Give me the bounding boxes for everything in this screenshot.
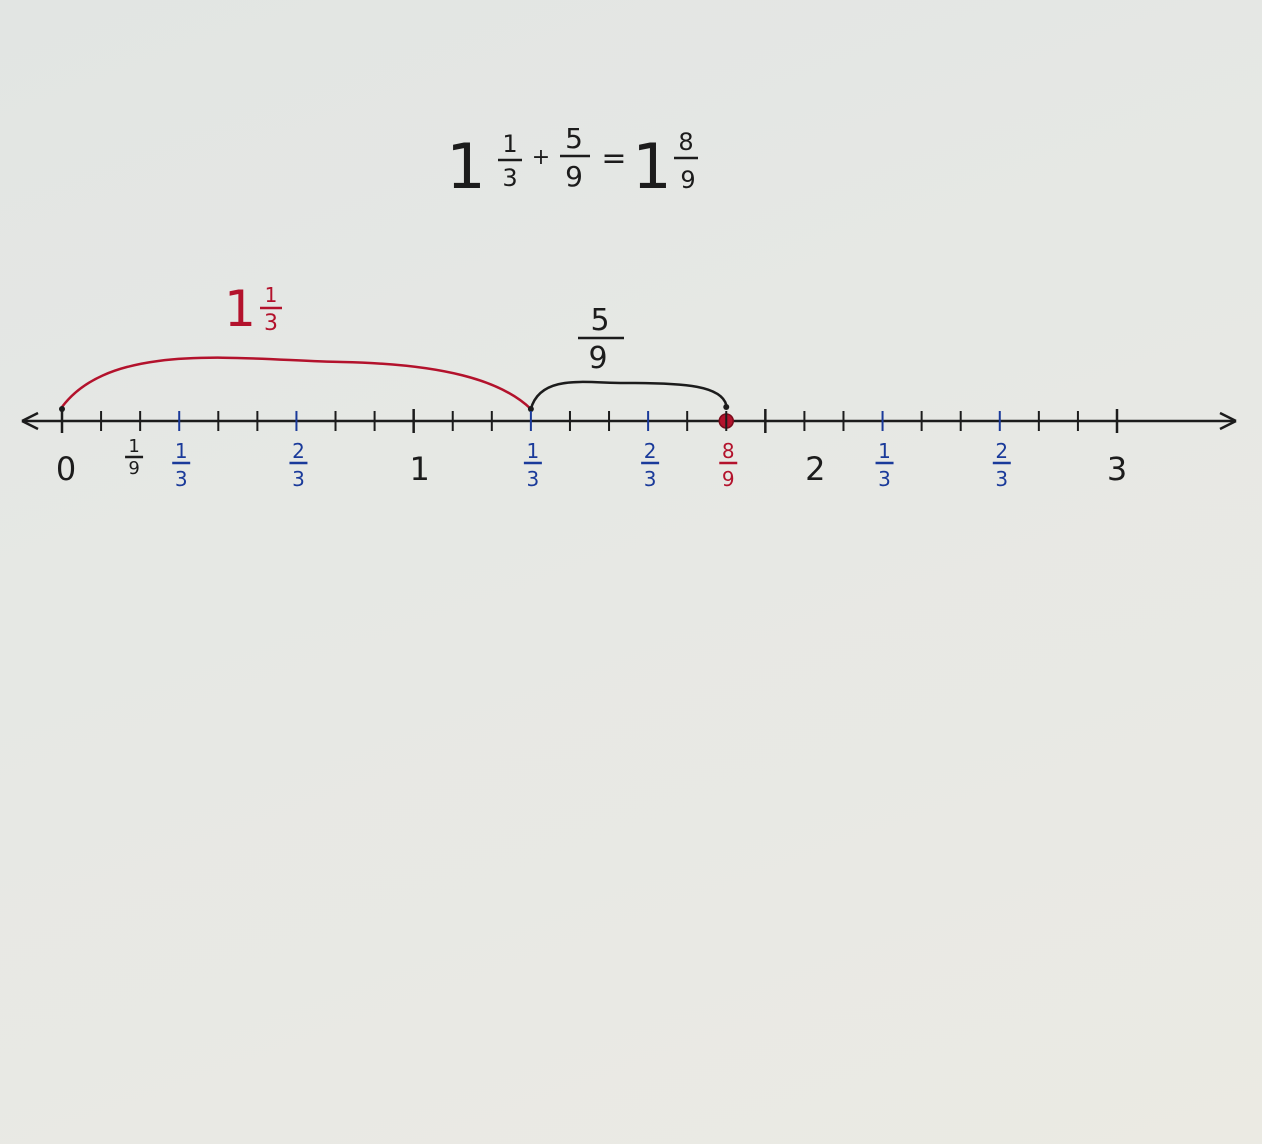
label-1-1-3: 13 — [523, 439, 542, 491]
label-0-text: 0 — [56, 450, 76, 488]
eq-c-num: 8 — [678, 128, 693, 156]
label-3: 3 — [1107, 450, 1127, 488]
eq-a-den: 3 — [502, 164, 517, 192]
eq-c-whole: 1 — [632, 130, 671, 203]
second-jump-den: 9 — [588, 341, 607, 376]
label-2-3-den: 3 — [292, 467, 305, 491]
label-3-text: 3 — [1107, 450, 1127, 488]
label-2: 2 — [805, 450, 825, 488]
label-2-text: 2 — [805, 450, 825, 488]
second-jump-arc — [529, 380, 728, 410]
label-1: 1 — [409, 450, 429, 488]
label-1-9: 19 — [125, 436, 144, 479]
label-1-2-3-den: 3 — [644, 467, 657, 491]
left-arrow-icon — [21, 411, 39, 431]
label-1-1-3-den: 3 — [527, 467, 540, 491]
label-1-8-9-num: 8 — [722, 439, 735, 463]
label-1-9-den: 9 — [128, 458, 139, 479]
right-arrow-icon — [1219, 411, 1237, 431]
result-dot — [723, 404, 730, 410]
eq-b-den: 9 — [565, 160, 583, 193]
eq-equals: = — [601, 141, 626, 176]
eq-b-num: 5 — [565, 122, 583, 155]
label-1-3-num: 1 — [175, 439, 188, 463]
label-2-2-3-den: 3 — [995, 467, 1008, 491]
first-jump-whole: 1 — [224, 280, 256, 338]
first-jump-label: 1 1 3 — [224, 280, 282, 338]
label-1-3: 13 — [172, 439, 191, 491]
label-2-2-3: 23 — [992, 439, 1011, 491]
first-jump-num: 1 — [265, 283, 278, 307]
first-jump-arc — [60, 356, 532, 410]
label-1-text: 1 — [409, 450, 429, 488]
label-2-3-num: 2 — [292, 439, 305, 463]
label-1-1-3-num: 1 — [527, 439, 540, 463]
eq-c-den: 9 — [680, 166, 695, 194]
label-2-1-3-num: 1 — [878, 439, 891, 463]
number-line-axis — [21, 411, 1237, 431]
label-1-8-9-den: 9 — [722, 467, 735, 491]
second-jump-label: 5 9 — [578, 303, 624, 376]
number-line-ticks — [60, 409, 1119, 433]
jump-arcs — [59, 356, 735, 429]
label-1-8-9: 89 — [719, 439, 738, 491]
label-0: 0 — [56, 450, 76, 488]
label-2-1-3: 13 — [875, 439, 894, 491]
label-1-2-3-num: 2 — [644, 439, 657, 463]
jump-labels: 1 1 3 5 9 — [224, 280, 624, 376]
label-2-1-3-den: 3 — [878, 467, 891, 491]
label-2-3: 23 — [289, 439, 308, 491]
label-1-3-den: 3 — [175, 467, 188, 491]
label-1-2-3: 23 — [641, 439, 660, 491]
label-1-9-num: 1 — [128, 436, 139, 457]
eq-plus: + — [532, 145, 550, 170]
equation: 1 1 3 + 5 9 = 1 8 9 — [446, 122, 698, 203]
label-2-2-3-num: 2 — [995, 439, 1008, 463]
second-jump-num: 5 — [590, 303, 609, 338]
eq-a-num: 1 — [502, 130, 517, 158]
first-jump-den: 3 — [264, 311, 278, 336]
eq-a-whole: 1 — [446, 130, 485, 203]
second-jump-start-dot — [527, 406, 534, 412]
